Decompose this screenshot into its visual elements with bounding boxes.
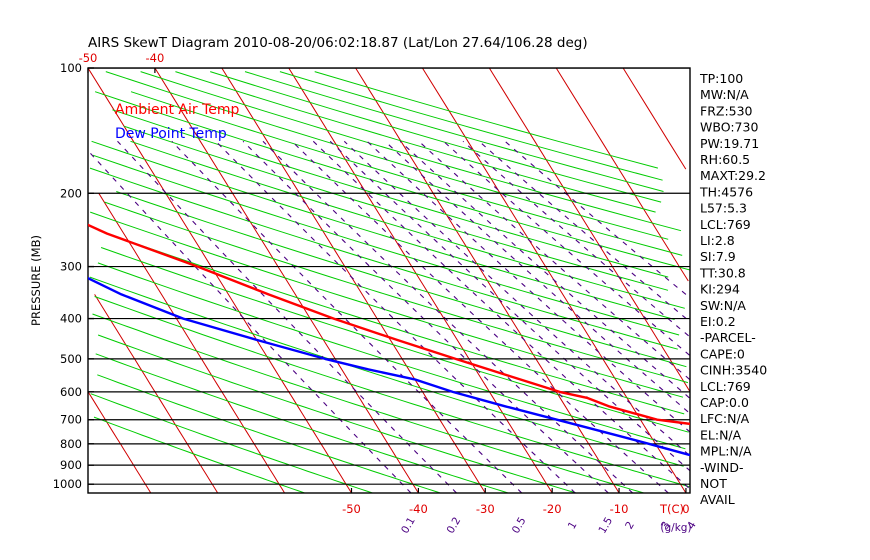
legend-layer: Ambient Air Temp Dew Point Temp	[115, 102, 240, 142]
pressure-tick-label: 200	[60, 186, 82, 200]
stat-item: EL:N/A	[700, 427, 742, 442]
stat-item: MPL:N/A	[700, 444, 752, 459]
y-axis-title: PRESSURE (MB)	[29, 235, 43, 326]
stat-item: LCL:769	[700, 217, 751, 232]
stat-item: EI:0.2	[700, 314, 736, 329]
stat-item: L57:5.3	[700, 201, 747, 216]
stat-item: RH:60.5	[700, 152, 750, 167]
ambient-air-temp-curve	[88, 223, 690, 426]
pressure-tick-label: 1000	[53, 477, 82, 491]
legend-dew-point-temp: Dew Point Temp	[115, 126, 227, 142]
grid-layer	[88, 68, 690, 493]
pressure-tick-label: 600	[60, 385, 82, 399]
temperature-tick-label-bottom: -40	[409, 502, 428, 516]
pressure-tick-label: 400	[60, 312, 82, 326]
temperature-tick-label-bottom: -30	[476, 502, 495, 516]
stat-item: CINH:3540	[700, 363, 767, 378]
stat-item: PW:19.71	[700, 136, 759, 151]
stat-item: LI:2.8	[700, 233, 735, 248]
stat-item: MW:N/A	[700, 87, 749, 102]
temperature-tick-label-bottom: 0	[682, 502, 689, 516]
x-axis-title-mixing-ratio: (g/kg)	[660, 522, 691, 534]
pressure-tick-label: 800	[60, 437, 82, 451]
x-axis-title-temperature: T(C)	[659, 502, 684, 516]
stat-item: MAXT:29.2	[700, 168, 766, 183]
stat-item: FRZ:530	[700, 103, 753, 118]
stat-item: SI:7.9	[700, 249, 736, 264]
stat-item: TP:100	[699, 71, 743, 86]
axis-label-layer: 100 200 300 400 500 600 700 800 900 1000 PRESSURE …	[29, 51, 699, 536]
pressure-tick-label: 700	[60, 413, 82, 427]
temperature-tick-label-bottom: -20	[543, 502, 562, 516]
temperature-tick-label-top: -40	[145, 51, 164, 65]
temperature-tick-label-top: -50	[79, 51, 98, 65]
pressure-tick-label: 300	[60, 260, 82, 274]
stat-item: NOT	[700, 476, 727, 491]
temperature-tick-label-bottom: -50	[342, 502, 361, 516]
pressure-tick-label: 900	[60, 458, 82, 472]
pressure-tick-label: 500	[60, 352, 82, 366]
pressure-tick-label: 100	[60, 61, 82, 75]
stat-item: SW:N/A	[700, 298, 746, 313]
stat-item: LFC:N/A	[700, 411, 750, 426]
legend-ambient-air-temp: Ambient Air Temp	[115, 102, 240, 118]
page-title: AIRS SkewT Diagram 2010-08-20/06:02:18.8…	[88, 35, 588, 51]
stat-item: KI:294	[700, 282, 740, 297]
mixing-ratio-tick-label: 1	[566, 520, 580, 532]
stat-item: CAP:0.0	[700, 395, 749, 410]
mixing-ratio-tick-label: 3	[659, 520, 673, 532]
dew-point-temp-curve	[88, 276, 690, 457]
stat-item: LCL:769	[700, 379, 751, 394]
stat-item: TH:4576	[699, 184, 753, 199]
data-curve-layer	[88, 223, 690, 457]
stat-item: TT:30.8	[699, 265, 746, 280]
temperature-tick-label-bottom: -10	[610, 502, 629, 516]
stat-item: -WIND-	[700, 460, 744, 475]
mixing-ratio-tick-label: 2	[623, 520, 637, 532]
stat-item: AVAIL	[700, 492, 735, 507]
axis-layer	[87, 67, 691, 494]
stat-item: WBO:730	[700, 120, 758, 135]
stat-item: -PARCEL-	[700, 330, 756, 345]
stat-item: CAPE:0	[700, 346, 745, 361]
